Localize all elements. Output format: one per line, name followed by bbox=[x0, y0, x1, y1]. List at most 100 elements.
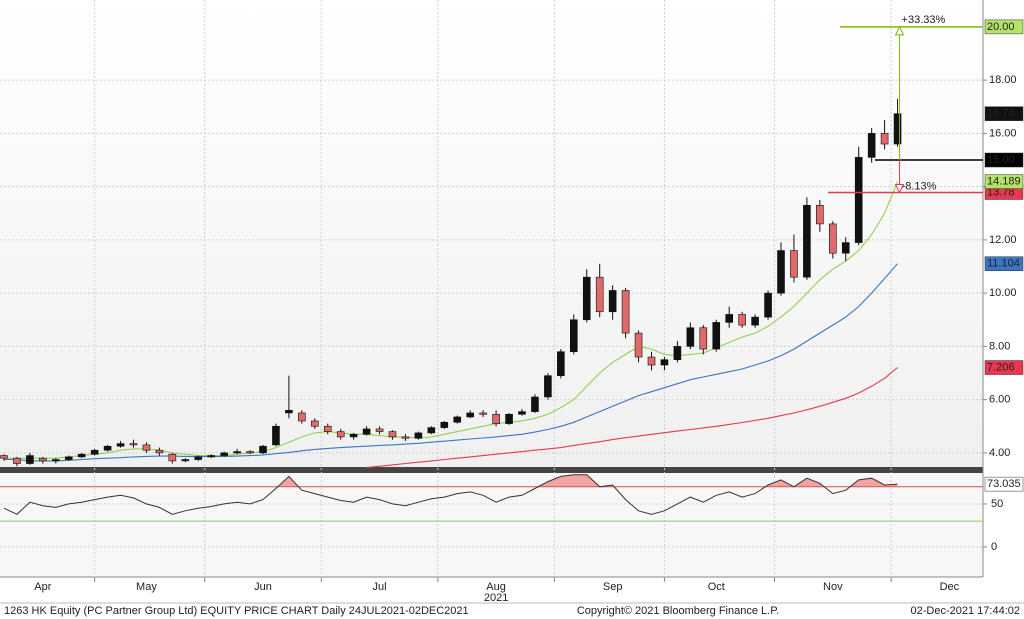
candle-body bbox=[51, 459, 60, 462]
value-box-label: 15.00 bbox=[987, 154, 1015, 166]
candle-body bbox=[246, 451, 254, 454]
y-tick-label: 50 bbox=[991, 498, 1003, 510]
candle-body bbox=[103, 445, 112, 451]
candle-body bbox=[725, 314, 734, 323]
candle-body bbox=[220, 452, 228, 456]
y-tick-label: 8.00 bbox=[989, 340, 1010, 352]
candle-body bbox=[880, 133, 889, 145]
candle-body bbox=[336, 431, 345, 438]
candle-body bbox=[828, 223, 837, 254]
candle-body bbox=[893, 113, 902, 145]
candle-body bbox=[181, 459, 190, 462]
candle-body bbox=[285, 409, 293, 414]
value-box-label: 7.206 bbox=[987, 361, 1015, 373]
candle-body bbox=[518, 411, 526, 415]
annotation: -8.13% bbox=[902, 180, 937, 192]
value-box bbox=[984, 19, 1024, 35]
x-tick-label: Dec bbox=[940, 581, 960, 593]
moving-average bbox=[4, 263, 898, 462]
year-label: 2021 bbox=[484, 592, 508, 604]
footer-center: Copyright© 2021 Bloomberg Finance L.P. bbox=[577, 605, 779, 617]
footer-left: 1263 HK Equity (PC Partner Group Ltd) EQ… bbox=[4, 605, 469, 617]
candle-body bbox=[479, 412, 487, 415]
candle-body bbox=[414, 432, 423, 439]
candle-body bbox=[194, 456, 203, 460]
candle-body bbox=[505, 413, 513, 424]
candle-body bbox=[453, 416, 462, 423]
price-panel bbox=[0, 0, 983, 467]
value-box-label: 16.74 bbox=[987, 108, 1015, 120]
candle-body bbox=[401, 436, 410, 439]
value-box bbox=[984, 476, 1024, 492]
candle-body bbox=[298, 412, 306, 422]
candle-body bbox=[142, 444, 151, 451]
candle-body bbox=[310, 420, 319, 427]
moving-average bbox=[366, 367, 898, 469]
arrow-head bbox=[894, 183, 905, 194]
candle-body bbox=[790, 250, 798, 278]
candle-body bbox=[634, 332, 643, 358]
candle-body bbox=[595, 276, 604, 313]
y-tick-label: 10.00 bbox=[989, 287, 1017, 299]
x-tick-label: Apr bbox=[34, 581, 51, 593]
candle-body bbox=[362, 428, 371, 435]
candle-body bbox=[854, 157, 863, 243]
candle-body bbox=[64, 456, 73, 460]
x-tick-label: Nov bbox=[823, 581, 843, 593]
moving-average bbox=[4, 181, 899, 459]
candle-body bbox=[13, 457, 21, 464]
candle-body bbox=[673, 346, 682, 361]
candle-body bbox=[699, 327, 708, 350]
candle-body bbox=[777, 250, 785, 294]
panel-divider bbox=[0, 467, 983, 473]
candle-body bbox=[129, 443, 138, 446]
value-box-label: 73.035 bbox=[987, 478, 1021, 490]
candle-body bbox=[440, 421, 449, 428]
candle-body bbox=[764, 292, 772, 318]
candle-body bbox=[751, 316, 759, 326]
value-box-label: 20.00 bbox=[987, 21, 1015, 33]
value-box bbox=[984, 106, 1024, 121]
candle-body bbox=[116, 443, 125, 447]
candle-body bbox=[427, 427, 436, 434]
x-tick-label: Oct bbox=[708, 581, 725, 593]
y-tick-label: 6.00 bbox=[989, 394, 1010, 406]
candle-body bbox=[233, 451, 241, 454]
candle-body bbox=[155, 449, 164, 454]
value-box-label: 14.189 bbox=[987, 176, 1021, 188]
x-tick-label: Jun bbox=[254, 581, 272, 593]
candle-body bbox=[816, 204, 824, 225]
y-tick-label: 18.00 bbox=[989, 74, 1017, 86]
candle-body bbox=[803, 204, 811, 278]
overbought-area bbox=[4, 474, 898, 487]
y-tick-label: 0 bbox=[991, 541, 997, 553]
candle-body bbox=[712, 322, 721, 350]
candle-body bbox=[0, 455, 8, 459]
candle-body bbox=[492, 413, 500, 424]
candle-body bbox=[207, 455, 215, 458]
candle-body bbox=[531, 396, 539, 412]
candle-body bbox=[621, 290, 630, 334]
candle-body bbox=[77, 453, 86, 458]
candle-body bbox=[660, 359, 669, 366]
candle-body bbox=[349, 433, 358, 438]
footer-right: 02-Dec-2021 17:44:02 bbox=[911, 605, 1020, 617]
rsi-panel bbox=[0, 473, 983, 577]
x-tick-label: Sep bbox=[603, 581, 623, 593]
candle-body bbox=[259, 445, 267, 454]
candle-body bbox=[841, 242, 850, 254]
candle-body bbox=[686, 327, 695, 347]
y-tick-label: 4.00 bbox=[989, 447, 1010, 459]
x-tick-label: Aug bbox=[486, 581, 506, 593]
value-box bbox=[984, 256, 1024, 271]
y-tick-label: 12.00 bbox=[989, 234, 1017, 246]
arrow-head bbox=[894, 25, 905, 36]
candle-body bbox=[39, 457, 47, 462]
candle-body bbox=[388, 431, 397, 438]
candle-body bbox=[323, 425, 332, 432]
candle-body bbox=[466, 412, 475, 418]
candle-body bbox=[168, 453, 177, 462]
value-box-label: 11.104 bbox=[987, 258, 1020, 270]
candle-body bbox=[738, 314, 746, 326]
